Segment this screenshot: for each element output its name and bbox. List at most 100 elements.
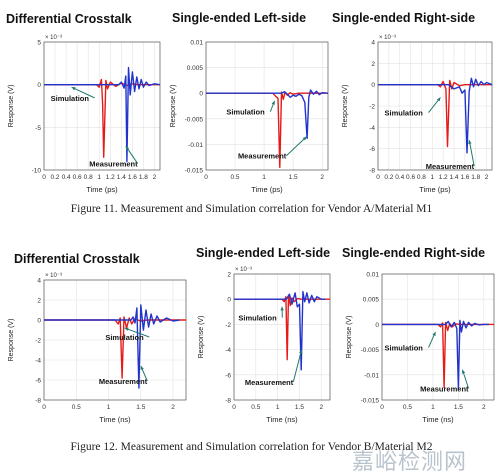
x-tick-label: 2 <box>485 174 489 181</box>
x-tick-label: 0.4 <box>395 174 404 181</box>
plot-area <box>382 274 494 400</box>
y-tick-label: 4 <box>37 278 41 285</box>
x-tick-label: 0 <box>232 404 236 411</box>
x-tick-label: 0.5 <box>403 404 412 411</box>
y-tick-label: -4 <box>369 125 375 132</box>
x-tick-label: 1 <box>107 404 111 411</box>
x-tick-label: 1 <box>97 174 101 181</box>
watermark-text: 嘉峪检测网 <box>352 444 467 476</box>
x-tick-label: 0.5 <box>251 404 260 411</box>
annotation-label: Measurement <box>238 152 287 161</box>
y-tick-label: -0.005 <box>361 347 380 354</box>
annotation-label: Simulation <box>385 109 424 118</box>
x-axis-label: Time (ns) <box>99 415 131 424</box>
x-tick-label: 1.8 <box>471 174 480 181</box>
y-tick-label: -0.01 <box>188 142 203 149</box>
y-tick-label: 0.005 <box>187 65 204 72</box>
x-tick-label: 2 <box>319 404 323 411</box>
y-tick-label: 0 <box>37 82 41 89</box>
y-axis-label: Response (V) <box>8 319 15 362</box>
y-tick-label: -2 <box>35 338 41 345</box>
x-tick-label: 1.5 <box>454 404 463 411</box>
fig12-panel2-title: Single-ended Left-side <box>196 246 330 260</box>
y-tick-label: -2 <box>225 322 231 329</box>
y-tick-label: -6 <box>225 372 231 379</box>
x-tick-label: 0.2 <box>51 174 60 181</box>
x-tick-label: 0.5 <box>72 404 81 411</box>
x-tick-label: 0.4 <box>62 174 71 181</box>
fig11-panel3-title: Single-ended Right-side <box>332 11 475 25</box>
x-tick-label: 2 <box>153 174 157 181</box>
y-tick-label: -6 <box>369 146 375 153</box>
y-tick-label: 0 <box>199 91 203 98</box>
y-axis-label: Response (V) <box>198 316 205 359</box>
y-tick-label: 2 <box>227 272 231 279</box>
annotation-label: Measurement <box>89 160 138 169</box>
x-tick-label: 1.2 <box>106 174 115 181</box>
x-tick-label: 0.8 <box>417 174 426 181</box>
x-tick-label: 1.5 <box>295 404 304 411</box>
x-tick-label: 0 <box>376 174 380 181</box>
y-tick-label: -8 <box>369 168 375 175</box>
x-axis-label: Time (ps) <box>86 185 118 194</box>
x-tick-label: 1 <box>431 404 435 411</box>
y-tick-label: 5 <box>37 40 41 47</box>
y-tick-label: 0 <box>371 82 375 89</box>
x-tick-label: 0.5 <box>231 174 240 181</box>
x-tick-label: 1.6 <box>460 174 469 181</box>
fig12-panel1-title: Differential Crosstalk <box>14 252 140 266</box>
y-axis-label: Response (V) <box>346 316 353 359</box>
annotation-label: Simulation <box>226 108 265 117</box>
y-exponent: × 10⁻³ <box>235 267 252 273</box>
y-tick-label: 0.005 <box>363 297 380 304</box>
annotation-label: Measurement <box>245 378 294 387</box>
y-tick-label: 0 <box>375 322 379 329</box>
y-tick-label: -4 <box>225 347 231 354</box>
y-tick-label: -0.005 <box>185 116 204 123</box>
y-tick-label: 2 <box>37 298 41 305</box>
x-tick-label: 1 <box>276 404 280 411</box>
x-tick-label: 1 <box>262 174 266 181</box>
y-tick-label: -10 <box>32 168 42 175</box>
y-axis-label: Response (V) <box>170 85 177 128</box>
x-tick-label: 2 <box>482 404 486 411</box>
y-tick-label: -0.015 <box>361 398 380 405</box>
x-tick-label: 2 <box>171 404 175 411</box>
x-tick-label: 1.5 <box>289 174 298 181</box>
y-axis-label: Response (V) <box>8 85 15 128</box>
x-tick-label: 2 <box>320 174 324 181</box>
y-tick-label: -5 <box>35 125 41 132</box>
x-tick-label: 0.6 <box>73 174 82 181</box>
y-tick-label: 0 <box>227 297 231 304</box>
x-tick-label: 1.4 <box>117 174 126 181</box>
fig11-panel2-title: Single-ended Left-side <box>172 11 306 25</box>
x-axis-label: Time (ps) <box>419 185 451 194</box>
y-tick-label: -2 <box>369 104 375 111</box>
annotation-label: Simulation <box>238 314 277 323</box>
annotation-label: Simulation <box>51 94 90 103</box>
x-tick-label: 1.4 <box>449 174 458 181</box>
x-tick-label: 1.5 <box>136 404 145 411</box>
y-tick-label: 0 <box>37 318 41 325</box>
annotation-label: Measurement <box>420 384 469 393</box>
y-axis-label: Response (V) <box>342 85 349 128</box>
fig11-caption: Figure 11. Measurement and Simulation co… <box>0 203 503 215</box>
y-exponent: × 10⁻³ <box>45 35 62 41</box>
y-exponent: × 10⁻³ <box>45 273 62 279</box>
x-tick-label: 0.8 <box>84 174 93 181</box>
x-tick-label: 0 <box>380 404 384 411</box>
x-tick-label: 0 <box>42 174 46 181</box>
y-tick-label: -6 <box>35 378 41 385</box>
x-axis-label: Time (ns) <box>266 415 298 424</box>
y-tick-label: 0.01 <box>190 40 203 47</box>
y-tick-label: -0.01 <box>364 372 379 379</box>
x-tick-label: 0 <box>42 404 46 411</box>
y-tick-label: -0.015 <box>185 168 204 175</box>
x-tick-label: 0.6 <box>406 174 415 181</box>
